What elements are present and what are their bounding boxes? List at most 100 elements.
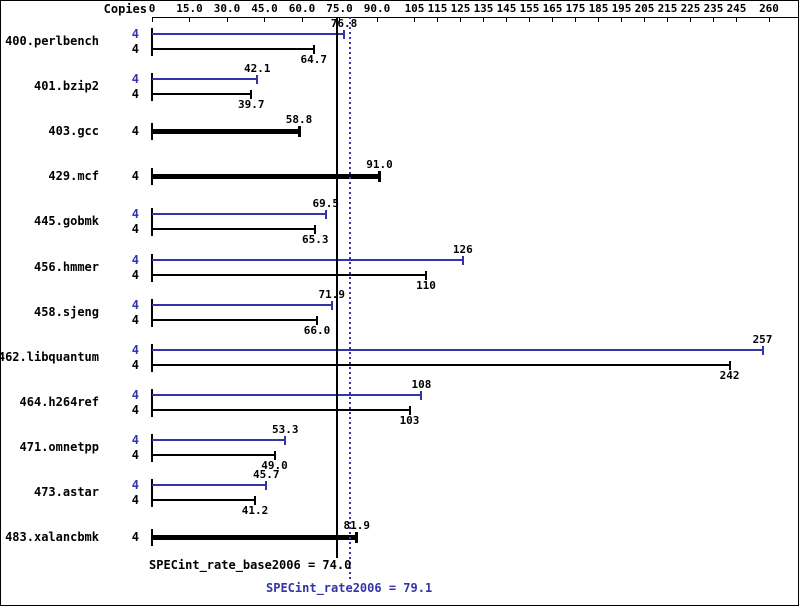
copies-value-base: 4 (131, 447, 139, 462)
peak-value-label: 71.9 (318, 287, 346, 301)
base-value-label: 110 (416, 278, 436, 292)
benchmark-label: 464.h264ref (19, 394, 99, 409)
peak-mean-line (348, 17, 351, 580)
base-value-label: 49.0 (261, 458, 288, 472)
x-axis-tick-mark (621, 17, 622, 22)
x-axis-tick-label: 215 (657, 2, 678, 15)
x-axis-tick-label: 155 (519, 2, 540, 15)
base-value-label: 103 (399, 413, 420, 427)
x-axis-tick-mark (151, 17, 153, 22)
base-mean-label: SPECint_rate_base2006 = 74.0 (149, 558, 352, 572)
x-axis-tick-mark (552, 17, 553, 22)
peak-value-label: 108 (411, 377, 432, 391)
base-value-label: 91.0 (366, 158, 393, 172)
peak-bar (152, 213, 326, 216)
copies-value-base: 4 (131, 357, 139, 372)
base-bar (152, 453, 275, 456)
x-axis-tick-mark (598, 17, 599, 22)
base-bar (152, 273, 426, 276)
x-axis-tick-mark (460, 17, 461, 22)
base-bar-endcap (312, 45, 315, 54)
copies-value-base: 4 (131, 87, 139, 102)
x-axis-tick-mark (339, 17, 340, 22)
x-axis-tick-label: 165 (542, 2, 563, 15)
x-axis-tick-label: 235 (703, 2, 724, 15)
base-bar-endcap (254, 496, 256, 505)
x-axis-tick-label: 145 (496, 2, 517, 15)
x-axis-tick-label: 245 (726, 2, 747, 15)
x-axis-tick-mark (414, 17, 415, 22)
benchmark-label: 429.mcf (48, 169, 99, 184)
x-axis-tick-mark (301, 17, 303, 22)
base-bar-endcap (425, 270, 427, 280)
x-axis-tick-label: 225 (680, 2, 701, 15)
x-axis-tick-label: 260 (759, 2, 779, 15)
base-bar-endcap (297, 126, 301, 138)
base-value-label: 64.7 (300, 53, 328, 66)
benchmark-label: 483.xalancbmk (5, 530, 99, 545)
x-axis-tick-label: 15.0 (176, 2, 203, 15)
base-value-label: 41.2 (241, 504, 269, 517)
base-bar (152, 228, 316, 231)
peak-bar (152, 303, 332, 306)
copies-value-base: 4 (131, 493, 139, 507)
base-value-label: 65.3 (302, 233, 329, 247)
copies-value: 4 (131, 169, 139, 184)
copies-value-peak: 4 (131, 297, 139, 312)
base-bar (152, 318, 317, 321)
copies-value-peak: 4 (131, 207, 139, 222)
group-axis-bracket (151, 433, 153, 462)
copies-value-peak: 4 (131, 342, 139, 357)
x-axis-tick-mark (736, 17, 737, 22)
group-axis-bracket (151, 253, 153, 282)
peak-bar (152, 78, 258, 81)
x-axis-tick-mark (690, 17, 691, 22)
benchmark-label: 458.sjeng (33, 304, 99, 319)
peak-bar-endcap (420, 390, 423, 400)
copies-value-base: 4 (131, 267, 139, 282)
copies-value-base: 4 (131, 42, 139, 56)
peak-bar (152, 33, 344, 35)
base-value-label: 66.0 (303, 323, 331, 337)
x-axis-tick-label: 175 (565, 2, 586, 15)
x-axis-tick-mark (376, 17, 378, 22)
base-bar (152, 408, 410, 411)
base-bar-endcap (273, 450, 276, 460)
x-axis-tick-label: 30.0 (213, 2, 241, 15)
benchmark-label: 401.bzip2 (33, 79, 99, 94)
base-bar-endcap (250, 90, 253, 100)
x-axis-tick-label: 0 (148, 2, 156, 15)
peak-bar-endcap (256, 75, 259, 85)
x-axis-line (152, 17, 798, 18)
base-bar-endcap (378, 171, 381, 183)
base-bar-endcap (314, 225, 317, 235)
peak-bar (152, 484, 267, 486)
copies-value-peak: 4 (131, 72, 139, 87)
peak-value-label: 53.3 (272, 422, 299, 436)
copies-value-base: 4 (131, 312, 139, 327)
group-axis-bracket (151, 208, 153, 237)
x-axis-tick-label: 205 (634, 2, 655, 15)
benchmark-label: 473.astar (33, 485, 99, 499)
base-value-label: 58.8 (285, 113, 313, 127)
x-axis-tick-label: 135 (473, 2, 494, 15)
copies-value: 4 (131, 530, 139, 545)
base-bar-endcap (355, 532, 359, 544)
peak-bar (152, 438, 286, 441)
base-bar (152, 93, 252, 96)
x-axis-tick-mark (264, 17, 265, 22)
copies-column-header: Copies (103, 2, 147, 16)
x-axis-tick-mark (667, 17, 668, 22)
peak-value-label: 45.7 (253, 468, 280, 481)
x-axis-tick-mark (226, 17, 228, 22)
group-axis-bracket (151, 73, 153, 102)
peak-value-label: 126 (452, 242, 473, 256)
peak-bar (152, 348, 763, 351)
x-axis-tick-mark (189, 17, 190, 22)
peak-value-label: 69.5 (312, 197, 340, 211)
x-axis-tick-mark (483, 17, 484, 22)
copies-value: 4 (131, 124, 139, 139)
x-axis-tick-label: 105 (404, 2, 425, 15)
peak-value-label: 257 (752, 332, 773, 346)
benchmark-label: 400.perlbench (5, 34, 99, 48)
